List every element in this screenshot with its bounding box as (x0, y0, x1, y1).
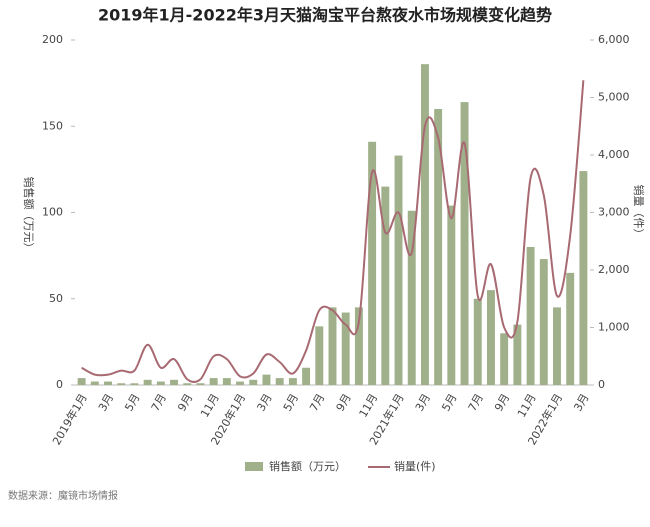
bar (222, 378, 231, 385)
x-tick-label: 3月 (413, 392, 433, 414)
bar (249, 379, 258, 385)
y2-tick-label: 6,000 (598, 33, 630, 46)
bar (526, 247, 535, 385)
y2-tick-label: 4,000 (598, 148, 630, 161)
bar (420, 64, 429, 386)
y-axis-label: 销售额（万元） (22, 177, 36, 254)
x-tick-label: 7月 (307, 392, 327, 414)
x-tick-label: 11月 (357, 392, 381, 420)
y2-tick-label: 2,000 (598, 263, 630, 276)
x-tick-label: 2019年1月 (49, 391, 90, 447)
bar (196, 383, 205, 385)
bar (104, 381, 112, 385)
x-tick-label: 9月 (492, 392, 512, 414)
bar (130, 383, 139, 385)
x-tick-label: 5月 (122, 392, 142, 414)
bar (236, 381, 245, 385)
bar (539, 259, 548, 385)
x-tick-label: 7月 (149, 392, 169, 414)
bar (434, 109, 443, 385)
chart-title: 2019年1月-2022年3月天猫淘宝平台熬夜水市场规模变化趋势 (98, 6, 552, 25)
bar (553, 307, 561, 385)
y-tick-label: 200 (42, 33, 63, 46)
bar (381, 186, 390, 385)
bar (460, 102, 469, 385)
bar (566, 272, 575, 385)
bar (315, 326, 324, 385)
y2-tick-label: 1,000 (598, 321, 630, 334)
x-tick-label: 3月 (96, 392, 116, 414)
x-tick-label: 3月 (254, 392, 274, 414)
bar (447, 205, 456, 385)
bar (209, 378, 218, 385)
bar (487, 290, 495, 385)
bar (275, 378, 284, 385)
source-note: 数据来源：魔镜市场情报 (8, 489, 118, 502)
y-tick-label: 150 (42, 119, 63, 132)
bar (341, 312, 350, 385)
bar (77, 378, 86, 385)
bar (117, 383, 126, 385)
x-tick-label: 9月 (175, 392, 195, 414)
y-tick-label: 50 (49, 292, 63, 305)
bar (183, 383, 192, 385)
y-tick-label: 100 (42, 206, 63, 219)
line (81, 80, 585, 383)
y2-tick-label: 0 (598, 378, 605, 391)
bar (170, 379, 178, 385)
x-tick-label: 11月 (515, 392, 539, 420)
bar (407, 210, 416, 385)
bar (143, 379, 152, 385)
bar (302, 367, 311, 385)
bar (368, 141, 377, 385)
legend-label: 销售额（万元） (269, 459, 346, 473)
bar (513, 324, 522, 385)
bar (394, 155, 403, 385)
bar (262, 374, 271, 385)
x-tick-label: 9月 (334, 392, 354, 414)
x-tick-label: 7月 (466, 392, 486, 414)
x-tick-label: 3月 (571, 392, 591, 414)
bar (473, 298, 482, 385)
legend-swatch (245, 462, 263, 471)
y2-axis-label: 销量（件） (632, 185, 646, 240)
y2-tick-label: 3,000 (598, 206, 630, 219)
legend-label: 销量(件) (394, 459, 436, 473)
x-tick-label: 5月 (439, 392, 459, 414)
bar (354, 307, 363, 385)
bar (288, 378, 297, 385)
bar (500, 333, 509, 385)
bar (579, 171, 588, 385)
y-tick-label: 0 (56, 378, 63, 391)
bar (156, 381, 165, 385)
bar (90, 381, 99, 385)
x-tick-label: 11月 (198, 392, 222, 420)
y2-tick-label: 5,000 (598, 91, 630, 104)
bar (328, 307, 337, 385)
x-tick-label: 5月 (281, 392, 301, 414)
